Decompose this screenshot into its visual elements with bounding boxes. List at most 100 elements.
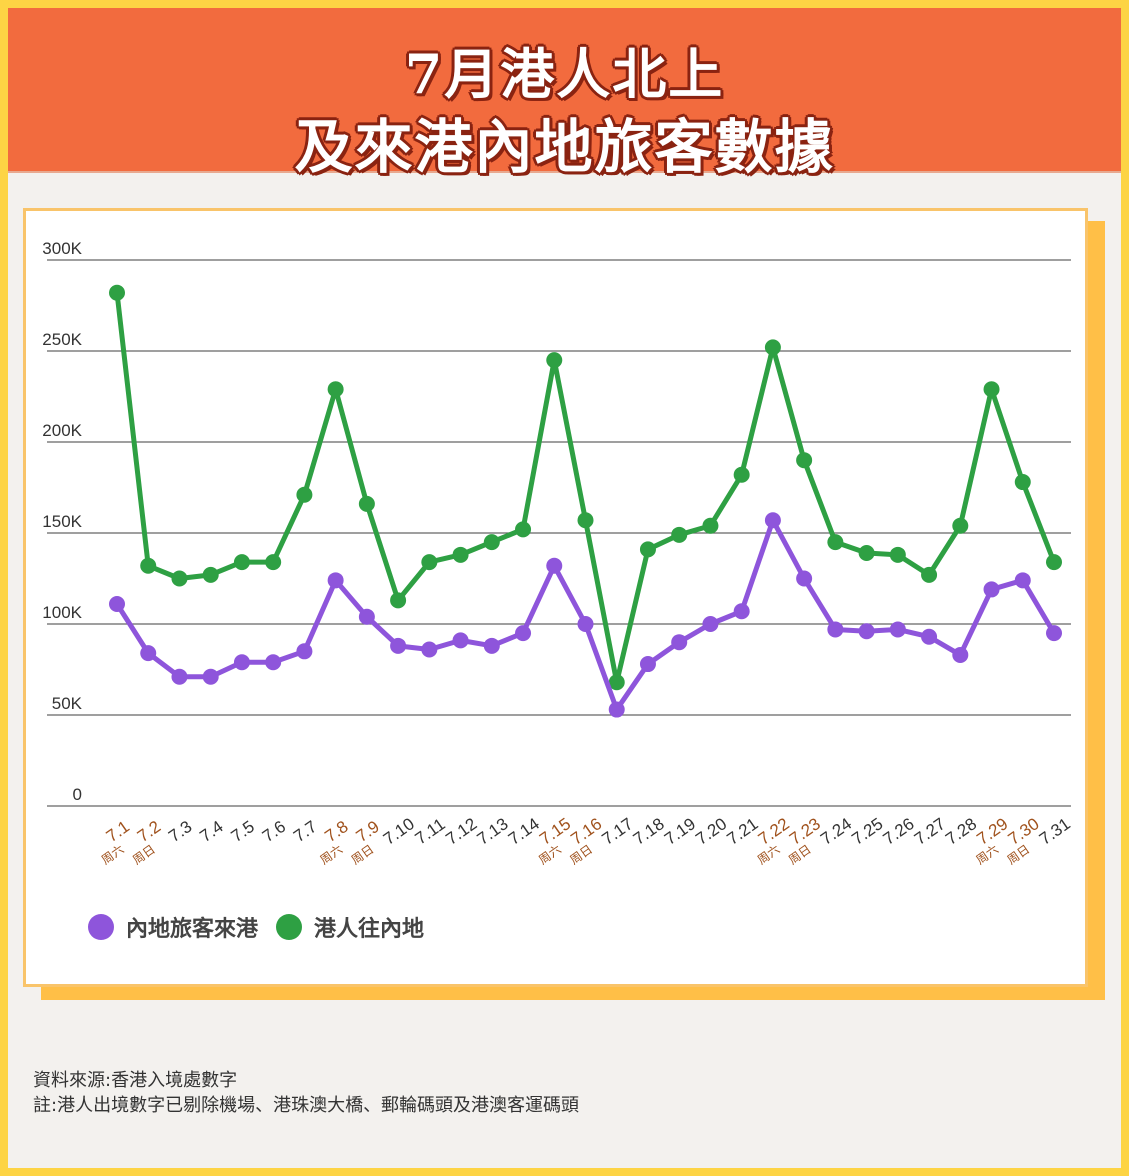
data-point[interactable]: [109, 595, 125, 612]
data-point[interactable]: [515, 521, 532, 538]
data-point[interactable]: [764, 512, 781, 529]
data-point[interactable]: [702, 517, 719, 534]
y-tick-label: 200K: [42, 421, 82, 440]
x-tick-label: 7.11: [412, 815, 449, 849]
data-point[interactable]: [733, 603, 750, 620]
footer-notes: 資料來源:香港入境處數字 註:港人出境數字已剔除機場、港珠澳大橋、郵輪碼頭及港澳…: [33, 1068, 579, 1118]
data-point[interactable]: [483, 534, 500, 551]
data-point[interactable]: [827, 621, 844, 638]
data-point[interactable]: [608, 701, 625, 718]
mainland-series-line: [114, 517, 1057, 713]
data-point[interactable]: [639, 541, 656, 558]
weekday-annotation: 周六: [317, 842, 345, 867]
data-point[interactable]: [265, 554, 282, 571]
data-point[interactable]: [577, 616, 594, 632]
data-point[interactable]: [171, 668, 188, 685]
data-point[interactable]: [202, 668, 219, 685]
chart-legend: 內地旅客來港 港人往內地: [88, 911, 432, 943]
legend-item-mainland: 內地旅客來港: [88, 911, 258, 943]
data-point[interactable]: [546, 352, 563, 369]
legend-label-mainland: 內地旅客來港: [126, 917, 259, 942]
data-point[interactable]: [702, 616, 719, 632]
weekday-annotation: 周日: [349, 842, 377, 867]
data-point[interactable]: [109, 284, 125, 301]
data-point[interactable]: [140, 645, 157, 662]
data-point[interactable]: [1014, 572, 1031, 589]
y-tick-label: 150K: [42, 512, 82, 531]
x-tick-label: 7.7: [290, 817, 320, 846]
data-point[interactable]: [889, 546, 906, 563]
page-title-line2: 及來港內地旅客數據: [294, 113, 835, 181]
svg-text:周日: 周日: [349, 842, 377, 867]
data-point[interactable]: [421, 641, 438, 658]
svg-text:7.7: 7.7: [290, 817, 320, 846]
weekday-annotation: 周六: [755, 842, 783, 867]
svg-text:7.4: 7.4: [196, 817, 226, 846]
hk-series-dot-icon: [276, 914, 303, 940]
weekday-annotation: 周日: [1005, 842, 1033, 867]
data-point[interactable]: [452, 632, 469, 649]
data-point[interactable]: [327, 381, 344, 398]
data-point[interactable]: [515, 625, 532, 642]
data-point[interactable]: [921, 566, 938, 583]
weekday-annotation: 周日: [130, 842, 158, 867]
data-point[interactable]: [1046, 625, 1062, 642]
data-point[interactable]: [858, 545, 875, 562]
data-point[interactable]: [452, 546, 469, 563]
data-point[interactable]: [858, 623, 875, 640]
data-point[interactable]: [202, 566, 219, 583]
y-tick-label: 300K: [42, 239, 82, 258]
svg-text:7.6: 7.6: [259, 817, 289, 846]
data-point[interactable]: [983, 381, 1000, 398]
data-point[interactable]: [233, 654, 250, 671]
data-point[interactable]: [827, 534, 844, 551]
data-point[interactable]: [671, 526, 688, 543]
data-point[interactable]: [889, 621, 906, 638]
svg-text:7.11: 7.11: [412, 815, 449, 849]
data-point[interactable]: [639, 656, 656, 673]
data-point[interactable]: [983, 581, 1000, 598]
data-point[interactable]: [671, 634, 688, 651]
data-point[interactable]: [733, 466, 750, 483]
data-point[interactable]: [608, 674, 625, 691]
data-point[interactable]: [577, 512, 594, 529]
legend-item-hk: 港人往內地: [276, 911, 424, 943]
svg-text:周六: 周六: [755, 842, 783, 867]
data-point[interactable]: [265, 654, 282, 671]
svg-text:周六: 周六: [99, 842, 127, 867]
data-point[interactable]: [390, 592, 407, 609]
data-point[interactable]: [796, 452, 813, 469]
data-point[interactable]: [358, 608, 375, 625]
exclusion-note: 註:港人出境數字已剔除機場、港珠澳大橋、郵輪碼頭及港澳客運碼頭: [33, 1095, 580, 1116]
data-point[interactable]: [764, 339, 781, 356]
weekday-annotation: 周日: [786, 842, 814, 867]
data-point[interactable]: [140, 557, 157, 574]
data-point[interactable]: [483, 637, 500, 654]
data-point[interactable]: [296, 486, 313, 503]
y-tick-label: 250K: [42, 330, 82, 349]
data-point[interactable]: [796, 570, 813, 587]
data-point[interactable]: [1014, 474, 1031, 491]
svg-text:周六: 周六: [317, 842, 345, 867]
data-point[interactable]: [233, 554, 250, 571]
data-point[interactable]: [952, 646, 969, 663]
page-title-line1: 7月港人北上: [404, 42, 725, 106]
data-point[interactable]: [921, 628, 938, 645]
data-point[interactable]: [327, 572, 344, 589]
weekday-annotation: 周六: [536, 842, 564, 867]
data-point[interactable]: [1046, 554, 1062, 571]
data-point[interactable]: [546, 557, 563, 574]
data-point[interactable]: [296, 643, 313, 660]
data-point[interactable]: [171, 570, 188, 587]
source-note: 資料來源:香港入境處數字: [33, 1070, 238, 1091]
data-point[interactable]: [358, 495, 375, 512]
x-tick-label: 7.6: [259, 817, 289, 846]
data-point[interactable]: [952, 517, 969, 534]
svg-text:周六: 周六: [973, 842, 1001, 867]
data-point[interactable]: [421, 554, 438, 571]
svg-text:周日: 周日: [786, 842, 814, 867]
svg-text:周日: 周日: [1005, 842, 1033, 867]
data-point[interactable]: [390, 637, 407, 654]
svg-text:周日: 周日: [567, 842, 595, 867]
